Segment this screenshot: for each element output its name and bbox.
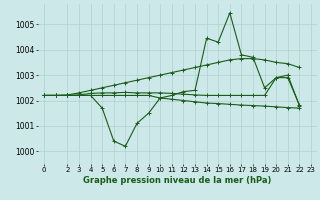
X-axis label: Graphe pression niveau de la mer (hPa): Graphe pression niveau de la mer (hPa) [84, 176, 272, 185]
